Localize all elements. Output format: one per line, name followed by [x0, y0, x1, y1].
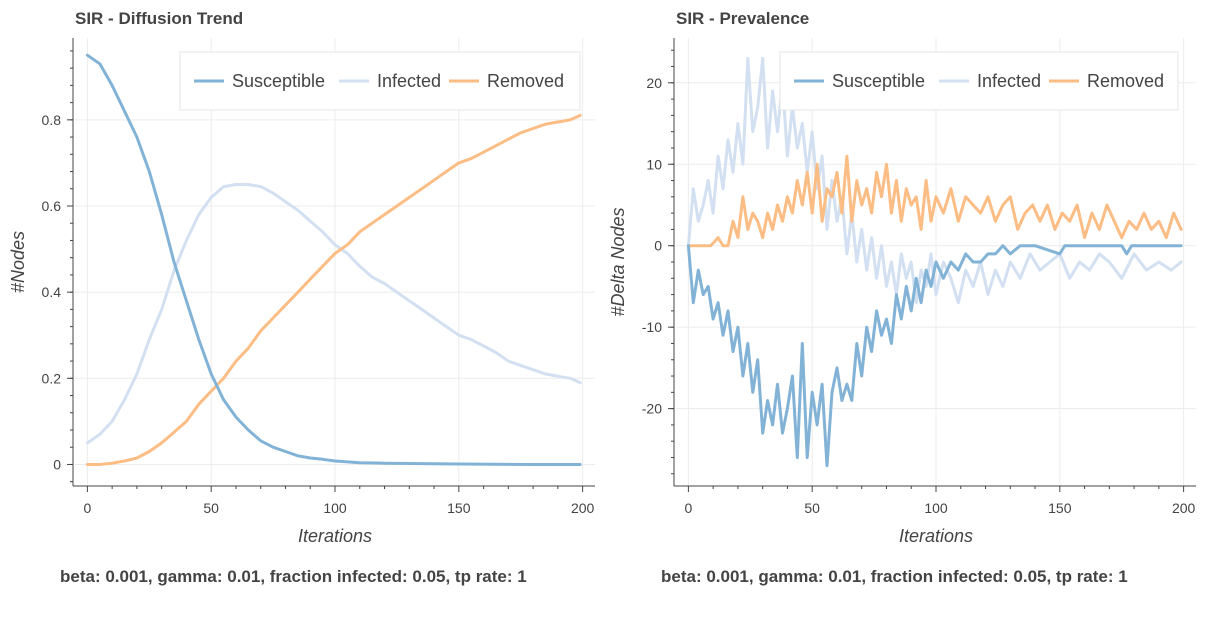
x-axis-label: Iterations [298, 526, 372, 546]
legend-label: Removed [1087, 71, 1164, 91]
y-tick-label: 0 [53, 456, 61, 472]
series-line-removed [85, 114, 582, 466]
series-line-infected [686, 56, 1183, 305]
y-tick-label: 0.6 [42, 198, 62, 214]
legend-label: Susceptible [832, 71, 925, 91]
y-tick-label: 0.2 [42, 370, 62, 386]
x-tick-label: 0 [684, 500, 692, 516]
x-tick-label: 200 [1172, 500, 1196, 516]
y-axis-label: #Nodes [8, 231, 28, 293]
series-line-susceptible [85, 53, 582, 466]
y-tick-label: -10 [642, 319, 662, 335]
legend-label: Infected [377, 71, 441, 91]
y-tick-label: 20 [646, 75, 662, 91]
chart-title: SIR - Prevalence [676, 9, 809, 28]
x-tick-label: 100 [924, 500, 948, 516]
legend-label: Removed [487, 71, 564, 91]
y-tick-label: 10 [646, 156, 662, 172]
x-tick-label: 100 [323, 500, 347, 516]
y-tick-label: 0 [654, 238, 662, 254]
axis-ticks: 0 50 100 150 200 -20 -10 0 10 20 [642, 49, 1196, 516]
series-line-removed [686, 154, 1183, 248]
y-tick-label: -20 [642, 401, 662, 417]
legend: Susceptible Infected Removed [179, 51, 581, 111]
series-line-infected [85, 183, 582, 445]
parameters-caption: beta: 0.001, gamma: 0.01, fraction infec… [60, 567, 527, 586]
x-tick-label: 50 [804, 500, 820, 516]
chart-diffusion-trend: SIR - Diffusion Trend 0 50 100 150 200 0 0.2 0.… [8, 9, 595, 586]
series-lines [686, 56, 1183, 468]
y-tick-label: 0.8 [42, 112, 62, 128]
legend: Susceptible Infected Removed [779, 51, 1179, 111]
series-line-susceptible [686, 244, 1183, 468]
legend-label: Susceptible [232, 71, 325, 91]
caption-mask [605, 560, 655, 595]
x-tick-label: 150 [447, 500, 471, 516]
axis-ticks: 0 50 100 150 200 0 0.2 0.4 0.6 0.8 [42, 50, 595, 516]
legend-box [179, 51, 581, 111]
caption-mask [1196, 560, 1211, 595]
x-tick-label: 50 [203, 500, 219, 516]
gridlines [75, 38, 595, 486]
x-axis-label: Iterations [899, 526, 973, 546]
legend-box [779, 51, 1179, 111]
y-axis-label: #Delta Nodes [608, 207, 628, 316]
chart-title: SIR - Diffusion Trend [75, 9, 243, 28]
x-tick-label: 150 [1048, 500, 1072, 516]
x-tick-label: 0 [83, 500, 91, 516]
legend-label: Infected [977, 71, 1041, 91]
x-tick-label: 200 [571, 500, 595, 516]
series-lines [85, 53, 582, 466]
y-tick-label: 0.4 [42, 284, 62, 300]
parameters-caption: beta: 0.001, gamma: 0.01, fraction infec… [661, 567, 1128, 586]
chart-prevalence: SIR - Prevalence 0 50 100 150 200 -20 -10 0 10 20… [608, 9, 1196, 586]
